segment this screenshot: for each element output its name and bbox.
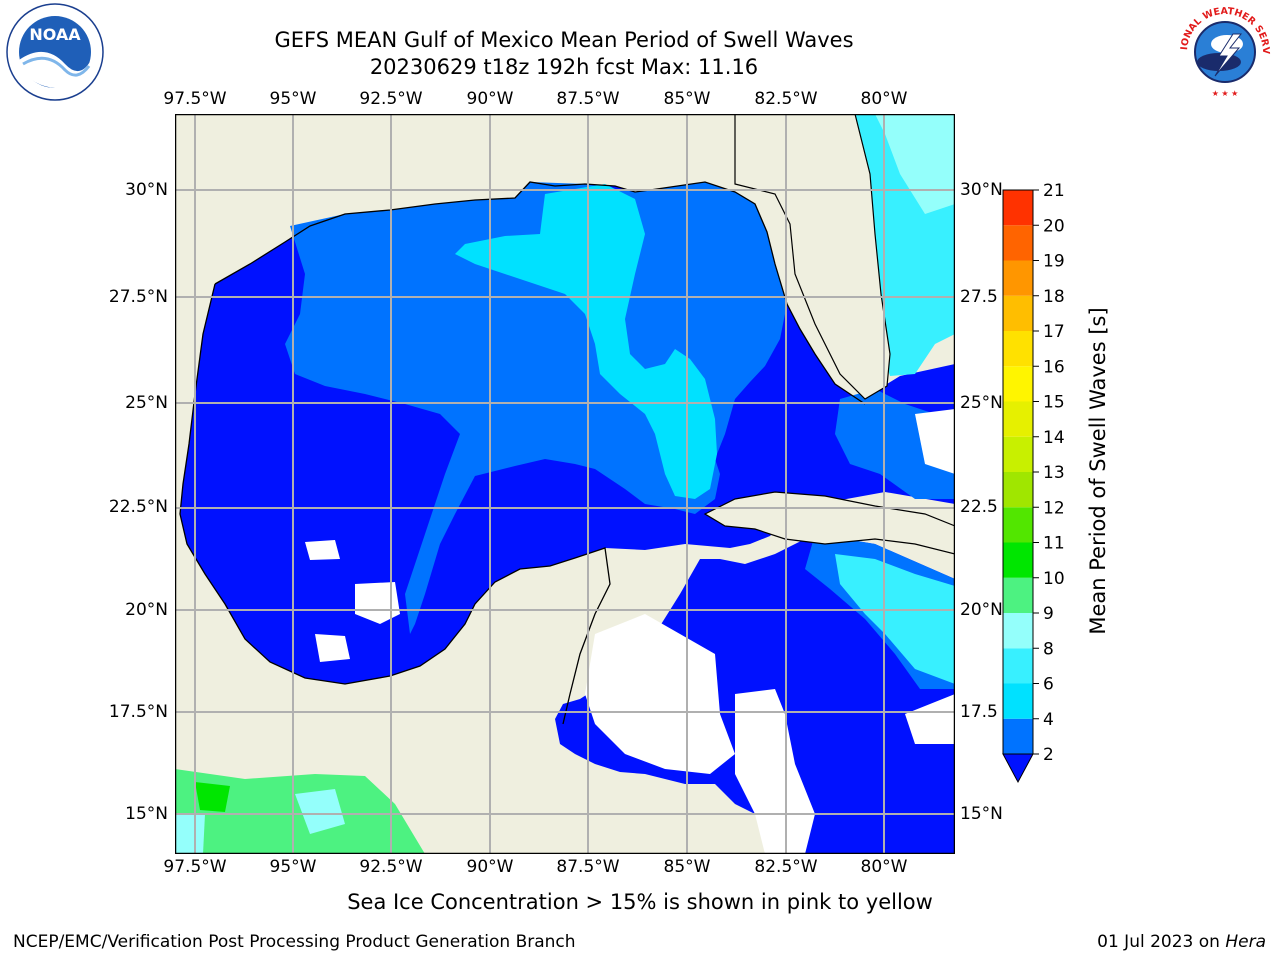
colorbar-segment: [1003, 295, 1033, 331]
lat-label-left: 15°N: [125, 804, 168, 824]
lat-label-left: 22.5°N: [108, 497, 168, 517]
mexico-coastline: [179, 283, 611, 725]
footer-date: 01 Jul 2023 on Hera: [1097, 932, 1266, 952]
nodata-patch: [355, 582, 400, 624]
colorbar-tick-label: 16: [1043, 357, 1065, 377]
lon-label-top: 95°W: [269, 89, 317, 109]
nodata-patch: [305, 540, 340, 560]
lon-label-bottom: 95°W: [269, 857, 317, 877]
colorbar-tick-label: 8: [1043, 639, 1054, 659]
colorbar-tick-label: 6: [1043, 675, 1054, 695]
colorbar-tick-label: 10: [1043, 569, 1065, 589]
lon-label-top: 90°W: [466, 89, 514, 109]
colorbar-tick-label: 17: [1043, 322, 1065, 342]
colorbar-segment: [1003, 366, 1033, 402]
lat-label-right: 20°N: [960, 600, 1003, 620]
colorbar-segment: [1003, 648, 1033, 684]
colorbar-tick-label: 14: [1043, 428, 1065, 448]
florida-land: [734, 114, 891, 400]
lon-label-top: 85°W: [663, 89, 711, 109]
lat-label-left: 20°N: [125, 600, 168, 620]
lon-label-bottom: 87.5°W: [556, 857, 620, 877]
colorbar-segment: [1003, 190, 1033, 226]
colorbar-tick-label: 4: [1043, 710, 1054, 730]
lat-label-left: 30°N: [125, 180, 168, 200]
nws-logo: NATIONAL WEATHER SERVICE ★ ★ ★: [1175, 4, 1271, 98]
colorbar-segment: [1003, 472, 1033, 508]
colorbar-segment: [1003, 401, 1033, 437]
lon-label-bottom: 97.5°W: [163, 857, 227, 877]
pacific-ocean: [175, 769, 425, 854]
lon-label-bottom: 82.5°W: [754, 857, 818, 877]
lat-label-right: 15°N: [960, 804, 1003, 824]
lon-label-top: 92.5°W: [359, 89, 423, 109]
nodata-patch: [905, 694, 955, 744]
colorbar-segment: [1003, 577, 1033, 613]
colorbar-tick-label: 20: [1043, 216, 1065, 236]
nodata-patch: [585, 614, 735, 774]
lat-label-left: 17.5°N: [108, 702, 168, 722]
colorbar: 2 4 6 8 9 10 11 12 13 14 15 16 17 18 19 20 21: [1002, 181, 1065, 784]
colorbar-segment: [1003, 718, 1033, 754]
chart-title: GEFS MEAN Gulf of Mexico Mean Period of …: [274, 28, 854, 52]
colorbar-segment: [1003, 225, 1033, 261]
colorbar-tick-label: 13: [1043, 463, 1065, 483]
footer-credit: NCEP/EMC/Verification Post Processing Pr…: [13, 932, 576, 952]
swell-8-9-region-pacific2: [295, 789, 345, 834]
colorbar-tick-label: 21: [1043, 181, 1065, 201]
lat-label-left: 27.5°N: [108, 287, 168, 307]
map-frame: [175, 114, 955, 854]
colorbar-tick-label: 11: [1043, 534, 1065, 554]
svg-text:★ ★ ★: ★ ★ ★: [1212, 89, 1239, 98]
colorbar-segment: [1003, 683, 1033, 719]
lat-label-right: 27.5: [960, 287, 998, 307]
colorbar-tick-label: 2: [1043, 745, 1054, 765]
footer-host: Hera: [1225, 932, 1266, 952]
colorbar-label: Mean Period of Swell Waves [s]: [1086, 307, 1110, 635]
lon-label-bottom: 80°W: [860, 857, 908, 877]
colorbar-segment: [1003, 331, 1033, 367]
colorbar-segment: [1003, 436, 1033, 472]
nodata-patch: [735, 689, 815, 854]
colorbar-tick-label: 9: [1043, 604, 1054, 624]
noaa-logo-text: NOAA: [29, 25, 81, 44]
swell-8-9-region-pacific: [175, 814, 205, 854]
map-gridlines: [175, 114, 955, 854]
gulf-map: [175, 114, 955, 854]
colorbar-segment: [1003, 613, 1033, 649]
lat-label-right: 25°N: [960, 393, 1003, 413]
nodata-patch: [915, 409, 955, 474]
colorbar-segment: [1003, 260, 1033, 296]
lon-label-top: 80°W: [860, 89, 908, 109]
noaa-logo: NOAA: [6, 3, 104, 101]
lat-label-right: 22.5: [960, 497, 998, 517]
colorbar-tick-label: 12: [1043, 498, 1065, 518]
swell-2-4-region: [285, 182, 787, 634]
lon-label-bottom: 90°W: [466, 857, 514, 877]
swell-6-8-region-carib: [835, 554, 955, 684]
colorbar-segment: [1003, 507, 1033, 543]
colorbar-tick-label: 18: [1043, 287, 1065, 307]
lon-label-top: 82.5°W: [754, 89, 818, 109]
colorbar-under-arrow: [1002, 753, 1034, 784]
lon-label-top: 87.5°W: [556, 89, 620, 109]
swell-4-6-region: [455, 184, 717, 499]
colorbar-tick-label: 15: [1043, 393, 1065, 413]
colorbar-tick-label: 19: [1043, 252, 1065, 272]
lon-label-bottom: 85°W: [663, 857, 711, 877]
lat-label-left: 25°N: [125, 393, 168, 413]
sea-ice-note: Sea Ice Concentration > 15% is shown in …: [347, 890, 933, 914]
lon-label-top: 97.5°W: [163, 89, 227, 109]
colorbar-segment: [1003, 542, 1033, 578]
nodata-patch: [315, 634, 350, 662]
lon-label-bottom: 92.5°W: [359, 857, 423, 877]
lat-label-right: 17.5: [960, 702, 998, 722]
swell-10-11-region: [195, 782, 230, 812]
chart-subtitle: 20230629 t18z 192h fcst Max: 11.16: [369, 55, 759, 79]
lat-label-right: 30°N: [960, 180, 1003, 200]
